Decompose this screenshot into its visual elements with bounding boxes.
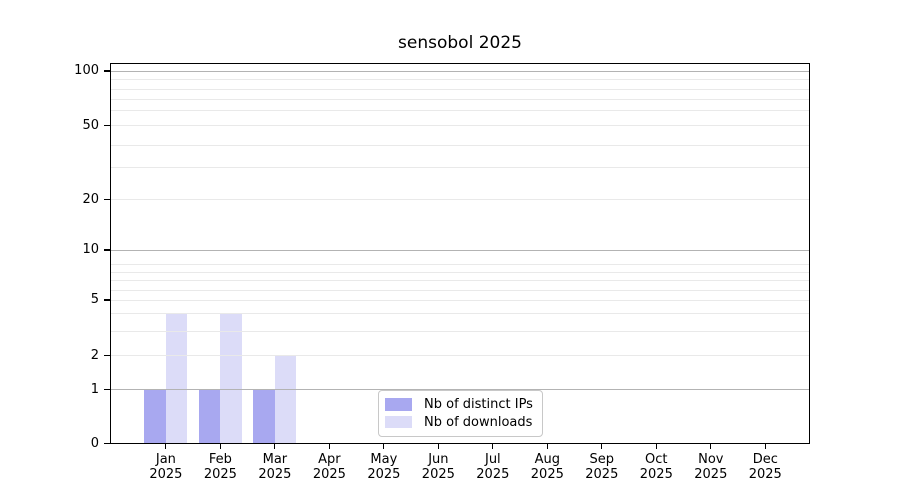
gridline-major [111,70,809,72]
x-axis-tick [655,444,657,450]
x-tick-label-year: 2025 [312,467,346,482]
x-axis-tick [383,444,385,450]
x-tick-label: Jul 2025 [463,452,523,483]
x-tick-label: Apr 2025 [299,452,359,483]
y-axis-tick [103,70,110,72]
x-tick-label: Aug 2025 [517,452,577,483]
y-axis-tick [103,249,110,251]
y-tick-label: 5 [90,292,99,307]
x-tick-label-year: 2025 [367,467,401,482]
x-axis-tick [601,444,603,450]
gridline-minor [111,271,809,273]
x-tick-label-year: 2025 [639,467,673,482]
gridline-major [111,249,809,251]
x-tick-label: Dec 2025 [735,452,795,483]
legend: Nb of distinct IPs Nb of downloads [378,390,543,437]
bar-downloads [165,313,188,443]
legend-item: Nb of distinct IPs [384,396,537,414]
y-axis-tick [103,124,110,127]
legend-label: Nb of distinct IPs [424,396,533,412]
x-tick-label: Jan 2025 [136,452,196,483]
plot-area [110,63,810,444]
legend-label: Nb of downloads [424,414,533,430]
gridline-minor [111,355,809,357]
x-tick-label-month: Jul [484,451,501,467]
x-tick-label-year: 2025 [258,467,292,482]
x-tick-label: Jun 2025 [408,452,468,483]
x-tick-label: May 2025 [354,452,414,483]
gridline-minor [111,109,809,111]
y-axis-tick [103,388,110,391]
y-tick-label: 1 [90,381,99,397]
x-tick-label-month: Feb [208,451,232,467]
x-axis-tick [492,444,494,450]
y-tick-label: 50 [82,117,99,133]
y-tick-label: 0 [90,435,99,451]
x-tick-label-year: 2025 [203,467,237,482]
gridline-minor [111,280,809,282]
gridline-minor [111,125,809,127]
x-tick-label-year: 2025 [149,467,183,482]
y-tick-label: 2 [90,347,99,363]
y-axis-tick [103,198,110,201]
x-axis-tick [219,444,221,450]
x-tick-label-month: Aug [534,451,561,467]
gridline-minor [111,79,809,81]
x-tick-label: Mar 2025 [245,452,305,483]
x-tick-label-year: 2025 [748,467,782,482]
x-tick-label: Oct 2025 [626,452,686,483]
gridline-minor [111,299,809,301]
x-tick-label-year: 2025 [530,467,564,482]
bar-downloads [274,355,297,443]
legend-swatch-distinct-ips [384,398,412,411]
x-tick-label-month: Dec [752,451,778,467]
gridline-minor [111,98,809,100]
x-tick-label-year: 2025 [694,467,728,482]
x-axis-tick [764,444,766,450]
bar-distinct-ips [198,389,221,443]
x-tick-label-month: May [370,451,398,467]
legend-item: Nb of downloads [384,413,537,431]
x-axis-tick [165,444,167,450]
y-axis-tick [103,299,110,301]
x-tick-label-month: Mar [262,451,288,467]
x-tick-label-month: Sep [589,451,615,467]
x-axis-tick [710,444,712,450]
legend-swatch-downloads [384,415,412,429]
gridline-major [111,389,809,391]
x-tick-label: Feb 2025 [190,452,250,483]
x-tick-label-month: Jan [155,451,176,467]
x-tick-label-month: Nov [698,451,724,467]
x-tick-label-month: Oct [645,451,668,467]
x-tick-label: Sep 2025 [572,452,632,483]
gridline-minor [111,199,809,201]
bar-downloads [220,313,242,443]
y-tick-label: 20 [82,191,99,207]
gridline-minor [111,144,809,146]
gridline-minor [111,264,809,266]
y-tick-label: 100 [74,63,99,78]
bar-distinct-ips [253,389,275,443]
x-axis-tick [328,444,330,450]
x-tick-label-year: 2025 [585,467,619,482]
x-axis-tick [437,444,439,450]
y-axis-tick [103,354,110,357]
x-tick-label: Nov 2025 [681,452,741,483]
gridline-minor [111,89,809,91]
x-tick-label-month: Apr [318,451,341,467]
y-axis-tick [103,442,110,445]
chart-title: sensobol 2025 [398,33,522,53]
x-tick-label-month: Jun [428,451,449,467]
bar-distinct-ips [144,389,166,443]
gridline-minor [111,313,809,315]
gridline-minor [111,331,809,333]
y-tick-label: 10 [82,242,99,257]
x-tick-label-year: 2025 [476,467,510,482]
gridline-minor [111,166,809,168]
x-axis-tick [274,444,276,450]
x-tick-label-year: 2025 [421,467,455,482]
x-axis-tick [546,444,548,450]
gridline-minor [111,289,809,291]
